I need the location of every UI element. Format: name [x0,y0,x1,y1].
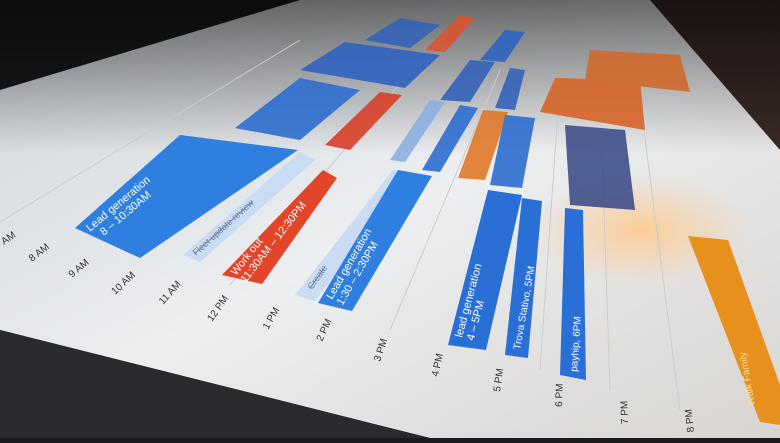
upper-events [235,15,690,210]
event-title: payhip, 6PM [569,316,584,372]
event-payhip[interactable]: payhip, 6PM [560,208,586,380]
event-lead-generation-morning[interactable]: Lead generation8 – 10:30AM [75,135,298,258]
time-label: 6 PM [554,383,566,407]
time-label: 4 PM [430,353,446,378]
time-label: 5 PM [492,368,506,393]
time-label: 7 PM [619,401,631,425]
time-label: 8 PM [684,408,697,432]
